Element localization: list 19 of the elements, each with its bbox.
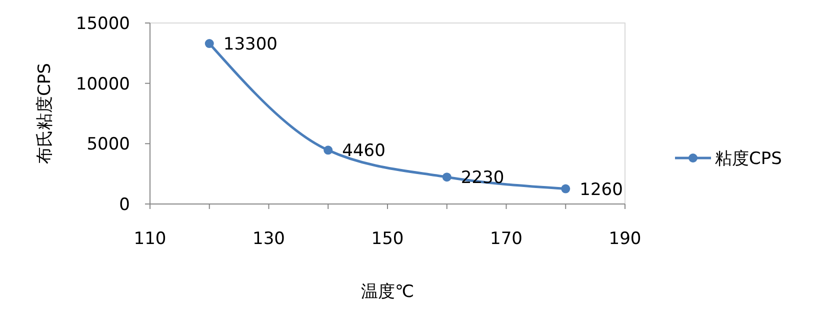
point — [561, 184, 570, 194]
point — [204, 39, 214, 48]
y-tick-label: 15000 — [76, 14, 130, 34]
y-tick-label: 5000 — [86, 134, 130, 155]
x-tick-label: 110 — [134, 229, 166, 249]
x-tick-label: 130 — [252, 229, 285, 249]
y-axis-title: 布氏粘度CPS — [35, 63, 55, 164]
legend-label: 粘度CPS — [715, 149, 782, 169]
point — [324, 146, 333, 155]
x-tick-label: 150 — [371, 229, 404, 249]
data-label: 1260 — [580, 180, 623, 200]
y-tick-label: 10000 — [76, 74, 130, 94]
x-tick-label: 190 — [608, 229, 642, 249]
data-label: 13300 — [223, 34, 278, 55]
point — [442, 172, 452, 182]
x-tick-label: 170 — [490, 229, 522, 249]
x-axis-title: 温度℃ — [360, 282, 414, 302]
y-tick-label: 0 — [119, 195, 130, 215]
data-label: 4460 — [342, 141, 386, 162]
